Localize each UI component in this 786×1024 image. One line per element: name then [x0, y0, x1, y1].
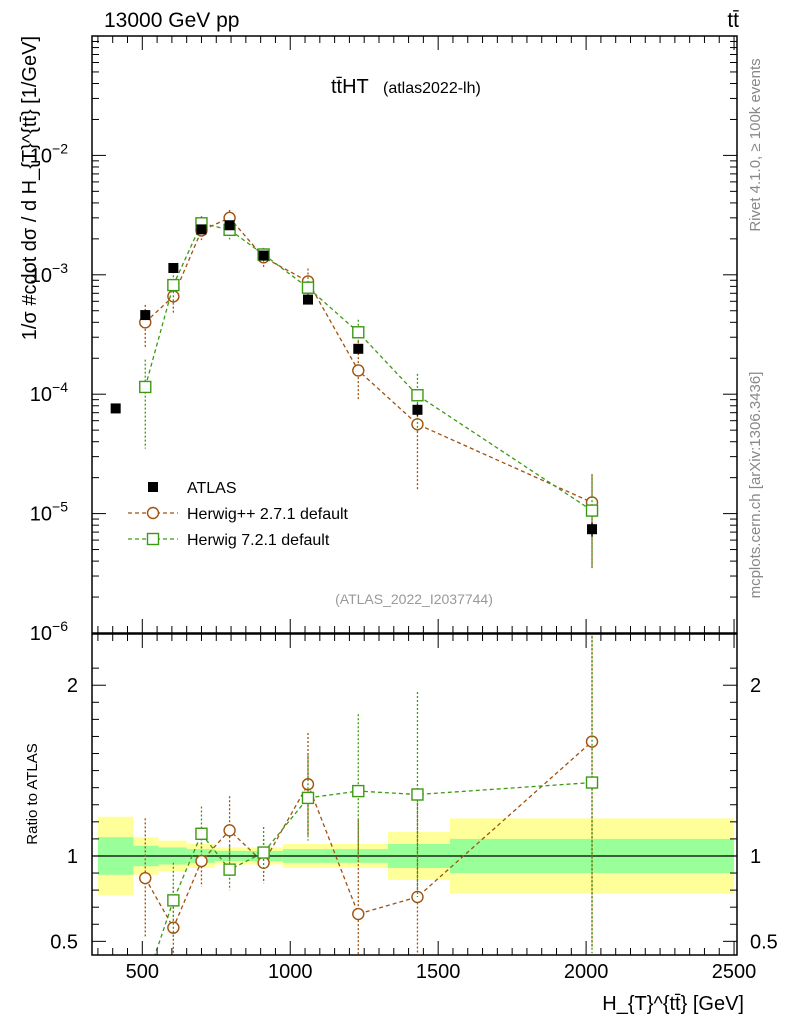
mc-point-square — [167, 894, 180, 907]
y-tick-label: 10−4 — [30, 379, 68, 406]
chart-title: tt̄HT — [331, 76, 369, 98]
y-tick-label: 10−3 — [30, 260, 68, 287]
legend-label: Herwig++ 2.7.1 default — [187, 506, 349, 523]
mc-point-square — [301, 791, 315, 805]
mc-point-circle — [352, 907, 365, 921]
x-tick-label: 2500 — [712, 961, 757, 983]
y-tick-base: 10 — [30, 384, 52, 406]
source-label: mcplots.cern.ch [arXiv:1306.3436] — [747, 372, 764, 599]
y-tick-exponent: −6 — [52, 618, 68, 634]
chart-subtitle: (atlas2022-lh) — [383, 80, 481, 97]
main-series-layer — [110, 209, 599, 570]
mc-point-square — [167, 278, 180, 292]
series-line — [154, 781, 593, 955]
main-panel-frame — [91, 35, 738, 634]
mc-point-square — [411, 389, 424, 402]
ratio-y-tick-label-left: 1 — [67, 846, 78, 868]
y-tick-exponent: −2 — [52, 140, 68, 156]
legend-label: ATLAS — [187, 480, 237, 497]
data-point — [224, 220, 235, 231]
mc-point-circle — [139, 871, 152, 885]
ratio-y-tick-label-right: 0.5 — [750, 931, 778, 953]
mc-point-square — [585, 776, 599, 789]
y-tick-label: 10−5 — [30, 499, 68, 526]
mc-point-square — [223, 863, 236, 876]
y-tick-exponent: −4 — [52, 379, 68, 395]
y-tick-label: 10−2 — [30, 140, 68, 167]
ratio-y-tick-label-left: 0.5 — [50, 931, 78, 953]
legend-marker-data — [148, 482, 158, 492]
ratio-y-tick-label-right: 2 — [750, 675, 761, 697]
mc-point-square — [411, 788, 424, 801]
data-point — [302, 294, 313, 305]
legend-marker-square — [146, 532, 160, 546]
mc-point-square — [139, 380, 152, 394]
series-line — [144, 222, 593, 512]
data-point — [587, 524, 598, 535]
data-point — [196, 224, 207, 235]
series-line — [144, 217, 593, 504]
legend: ATLAS Herwig++ 2.7.1 default Herwig 7.2.1 … — [128, 480, 349, 549]
data-point — [258, 250, 269, 261]
ratio-panel-frame — [91, 633, 738, 956]
data-point — [110, 403, 121, 414]
mc-point-square — [352, 784, 365, 798]
mc-point-circle — [195, 854, 208, 868]
x-tick-label: 1500 — [416, 961, 461, 983]
x-tick-label: 1000 — [268, 961, 313, 983]
y-tick-label: 10−6 — [30, 618, 68, 645]
mc-point-square — [301, 281, 315, 294]
data-point — [168, 263, 179, 274]
legend-marker-circle — [146, 506, 160, 520]
x-axis-label: H_{T}^{tt̄} [GeV] — [602, 993, 744, 1015]
y-tick-base: 10 — [30, 265, 52, 287]
main-y-axis-label: 1/σ #cdot dσ / d H_{T}^{tt̄} [1/GeV] — [19, 36, 41, 340]
legend-label: Herwig 7.2.1 default — [187, 532, 330, 549]
y-tick-base: 10 — [30, 145, 52, 167]
mc-point-square — [585, 504, 599, 517]
y-tick-base: 10 — [30, 504, 52, 526]
mc-point-square — [195, 827, 208, 840]
mc-point-square — [352, 326, 365, 339]
y-tick-exponent: −3 — [52, 260, 68, 276]
analysis-watermark: (ATLAS_2022_I2037744) — [335, 591, 493, 607]
ratio-y-axis-label: Ratio to ATLAS — [24, 743, 41, 844]
mc-point-circle — [411, 418, 424, 431]
mc-point-square — [257, 846, 270, 859]
rivet-version-label: Rivet 4.1.0, ≥ 100k events — [747, 58, 764, 231]
x-tick-label: 500 — [126, 961, 159, 983]
y-tick-base: 10 — [30, 623, 52, 645]
mc-point-circle — [223, 824, 236, 837]
process-label: 13000 GeV pp — [104, 9, 239, 32]
data-point — [412, 404, 423, 415]
ratio-series-layer — [139, 634, 599, 955]
y-tick-exponent: −5 — [52, 499, 68, 515]
axis-ticks: 10−210−310−410−510−60.5 0.51 12 2500 1000 150… — [30, 36, 778, 983]
data-point — [140, 310, 151, 321]
mc-point-circle — [352, 364, 365, 377]
x-tick-label: 2000 — [564, 961, 609, 983]
ratio-y-tick-label-left: 2 — [67, 675, 78, 697]
channel-label: tt̄ — [727, 9, 739, 32]
data-point — [353, 343, 364, 354]
ratio-y-tick-label-right: 1 — [750, 846, 761, 868]
